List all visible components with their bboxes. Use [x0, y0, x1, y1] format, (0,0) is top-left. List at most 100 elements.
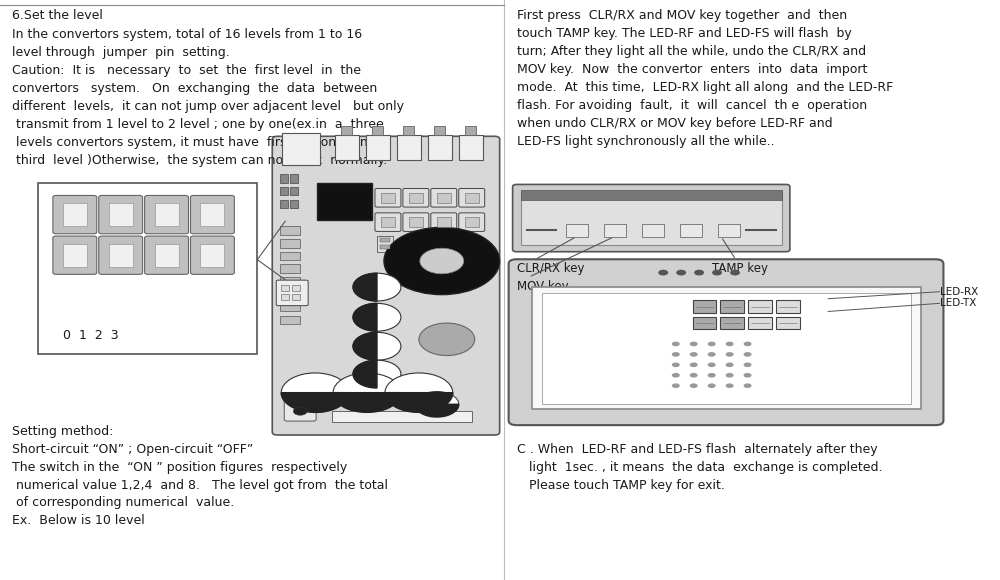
Bar: [38, 183, 257, 354]
Text: Setting method:: Setting method:: [12, 425, 113, 437]
Text: Caution:  It is   necessary  to  set  the  first level  in  the: Caution: It is necessary to set the firs…: [12, 64, 361, 77]
Polygon shape: [353, 303, 377, 331]
FancyBboxPatch shape: [459, 188, 485, 207]
Bar: [290, 174, 298, 183]
Text: convertors   system.   On  exchanging  the  data  between: convertors system. On exchanging the dat…: [12, 82, 377, 95]
Circle shape: [690, 373, 698, 378]
Bar: [280, 187, 288, 195]
FancyBboxPatch shape: [375, 188, 401, 207]
Bar: [292, 294, 300, 300]
Circle shape: [726, 362, 734, 367]
Text: MOV key: MOV key: [517, 280, 568, 292]
Bar: [437, 193, 451, 203]
Circle shape: [672, 352, 680, 357]
Bar: [542, 293, 911, 404]
Circle shape: [690, 342, 698, 346]
Bar: [335, 135, 359, 160]
Bar: [366, 135, 390, 160]
Text: C . When  LED-RF and LED-FS flash  alternately after they: C . When LED-RF and LED-FS flash alterna…: [517, 443, 877, 455]
FancyBboxPatch shape: [190, 236, 234, 274]
Circle shape: [672, 362, 680, 367]
Bar: [776, 300, 800, 313]
Bar: [155, 203, 179, 226]
Bar: [397, 135, 421, 160]
Bar: [280, 303, 300, 311]
Text: TAMP key: TAMP key: [712, 262, 768, 275]
Circle shape: [726, 342, 734, 346]
Text: First press  CLR/RX and MOV key together  and  then: First press CLR/RX and MOV key together …: [517, 9, 847, 21]
Circle shape: [744, 373, 752, 378]
FancyBboxPatch shape: [99, 236, 143, 274]
FancyBboxPatch shape: [284, 399, 316, 421]
FancyBboxPatch shape: [190, 195, 234, 234]
Circle shape: [281, 373, 349, 412]
Bar: [280, 290, 300, 299]
Bar: [680, 224, 702, 237]
Bar: [63, 244, 87, 267]
Circle shape: [726, 373, 734, 378]
Circle shape: [293, 407, 307, 415]
Polygon shape: [281, 393, 349, 412]
Text: 0  1  2  3: 0 1 2 3: [63, 329, 118, 342]
Bar: [280, 200, 288, 208]
Bar: [532, 287, 921, 409]
Circle shape: [353, 332, 401, 360]
Text: light  1sec. , it means  the data  exchange is completed.: light 1sec. , it means the data exchange…: [529, 461, 882, 473]
Bar: [604, 224, 626, 237]
Bar: [280, 316, 300, 324]
Circle shape: [708, 352, 716, 357]
Polygon shape: [353, 273, 377, 301]
Polygon shape: [353, 360, 377, 388]
Bar: [380, 238, 390, 242]
Bar: [281, 285, 289, 291]
Bar: [437, 217, 451, 227]
Text: LED-TX: LED-TX: [940, 298, 977, 309]
Circle shape: [726, 352, 734, 357]
Bar: [317, 183, 372, 220]
Text: SAVE: SAVE: [151, 195, 180, 205]
Bar: [372, 126, 383, 135]
Bar: [776, 317, 800, 329]
FancyBboxPatch shape: [272, 136, 500, 435]
Circle shape: [690, 352, 698, 357]
Bar: [109, 203, 133, 226]
Bar: [409, 217, 423, 227]
Circle shape: [744, 352, 752, 357]
Text: The switch in the  “ON ” position figures  respectively: The switch in the “ON ” position figures…: [12, 461, 347, 473]
Text: when undo CLR/RX or MOV key before LED-RF and: when undo CLR/RX or MOV key before LED-R…: [517, 117, 832, 129]
Bar: [693, 300, 716, 313]
Text: numerical value 1,2,4  and 8.   The level got from  the total: numerical value 1,2,4 and 8. The level g…: [12, 478, 388, 491]
Circle shape: [712, 270, 722, 275]
Bar: [642, 224, 664, 237]
Circle shape: [744, 383, 752, 388]
Bar: [566, 224, 588, 237]
Bar: [465, 193, 479, 203]
Text: level through  jumper  pin  setting.: level through jumper pin setting.: [12, 46, 230, 59]
Bar: [428, 135, 452, 160]
Text: In the convertors system, total of 16 levels from 1 to 16: In the convertors system, total of 16 le…: [12, 28, 362, 41]
Bar: [521, 191, 782, 245]
FancyBboxPatch shape: [513, 184, 790, 252]
Text: Please touch TAMP key for exit.: Please touch TAMP key for exit.: [529, 478, 724, 491]
Bar: [280, 252, 300, 260]
Bar: [280, 239, 300, 248]
Circle shape: [708, 342, 716, 346]
FancyBboxPatch shape: [145, 236, 188, 274]
Bar: [341, 126, 352, 135]
Bar: [280, 264, 300, 273]
Bar: [109, 244, 133, 267]
FancyBboxPatch shape: [53, 195, 97, 234]
Circle shape: [690, 383, 698, 388]
Circle shape: [672, 342, 680, 346]
Text: MOV key.  Now  the convertor  enters  into  data  import: MOV key. Now the convertor enters into d…: [517, 63, 867, 75]
Bar: [718, 224, 740, 237]
Circle shape: [385, 373, 453, 412]
FancyBboxPatch shape: [276, 280, 308, 306]
Circle shape: [708, 373, 716, 378]
Bar: [63, 203, 87, 226]
FancyBboxPatch shape: [403, 188, 429, 207]
Bar: [381, 193, 395, 203]
Bar: [409, 193, 423, 203]
Bar: [748, 317, 772, 329]
Circle shape: [708, 383, 716, 388]
